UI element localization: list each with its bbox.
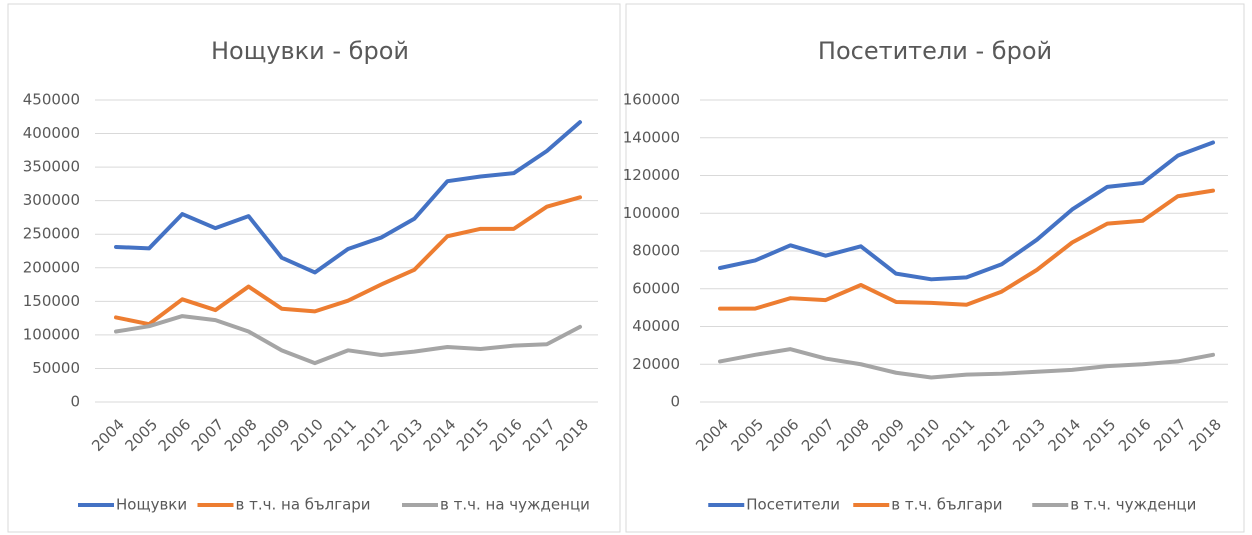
y-tick-label: 80000 [632, 242, 680, 260]
line [114, 120, 582, 275]
legend-label: Нощувки [116, 496, 187, 514]
legend-label: в т.ч. българи [891, 496, 1002, 514]
y-tick-label: 50000 [32, 359, 80, 377]
chart-title: Нощувки - брой [211, 37, 409, 65]
y-tick-label: 200000 [23, 258, 80, 276]
legend-label: Посетители [746, 496, 840, 514]
y-tick-label: 40000 [632, 317, 680, 335]
line [718, 347, 1215, 380]
chart-title: Посетители - брой [818, 37, 1052, 65]
line [718, 188, 1215, 311]
y-tick-label: 450000 [23, 91, 80, 109]
y-tick-label: 150000 [23, 292, 80, 310]
y-tick-label: 160000 [623, 91, 680, 109]
legend-label: в т.ч. чужденци [1070, 496, 1196, 514]
y-tick-label: 120000 [623, 166, 680, 184]
y-tick-label: 400000 [23, 124, 80, 142]
y-tick-label: 100000 [623, 204, 680, 222]
legend-label: в т.ч. на българи [236, 496, 371, 514]
y-tick-label: 300000 [23, 191, 80, 209]
y-tick-label: 0 [670, 393, 680, 411]
y-tick-label: 0 [70, 393, 80, 411]
line [718, 140, 1215, 282]
line [114, 195, 582, 327]
y-tick-label: 60000 [632, 279, 680, 297]
line [114, 314, 582, 366]
y-tick-label: 20000 [632, 355, 680, 373]
y-tick-label: 250000 [23, 225, 80, 243]
y-tick-label: 350000 [23, 158, 80, 176]
y-tick-label: 100000 [23, 325, 80, 343]
legend-label: в т.ч. на чужденци [440, 496, 590, 514]
y-tick-label: 140000 [623, 128, 680, 146]
